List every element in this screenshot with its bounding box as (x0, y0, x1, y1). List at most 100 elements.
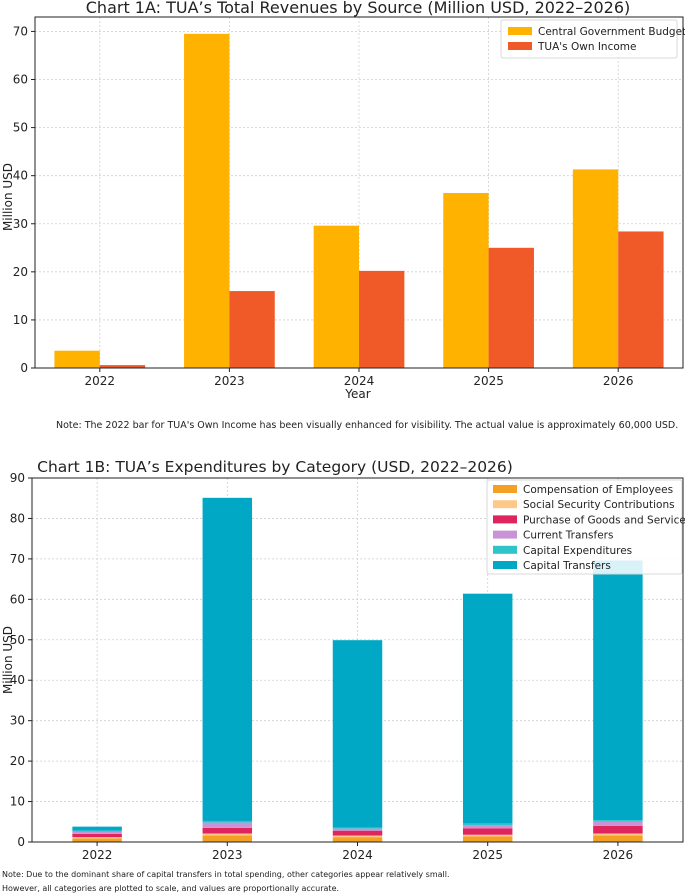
bar-capital-expenditures-2025 (462, 823, 513, 826)
y-tick-label: 30 (13, 217, 28, 231)
y-tick-label: 20 (10, 754, 25, 768)
chart-1b-legend: Compensation of Employees Social Security… (486, 479, 685, 575)
y-tick-label: 40 (10, 673, 25, 687)
bar-capital-expenditures-2023 (202, 820, 253, 823)
y-tick-label: 90 (10, 471, 25, 485)
legend-label-current-transfers: Current Transfers (523, 530, 613, 542)
bar-capital-expenditures-2022 (72, 830, 122, 832)
x-tick-label-2022: 2022 (82, 848, 113, 862)
bar-central-government-budget-2022 (54, 350, 100, 368)
bar-purchase-of-goods-and-services-2022 (72, 833, 122, 838)
bar-compensation-of-employees-2022 (72, 838, 122, 842)
legend-label-central-government-budget: Central Government Budget (538, 26, 685, 38)
y-tick-label: 60 (10, 592, 25, 606)
bar-current-transfers-2026 (593, 821, 643, 826)
bar-social-security-contributions-2024 (332, 835, 383, 838)
bar-tua-s-own-income-2024 (359, 270, 405, 368)
y-tick-label: 0 (20, 361, 28, 375)
legend-swatch-tua-s-own-income (508, 42, 532, 50)
x-tick-label-2026: 2026 (603, 848, 634, 862)
y-tick-label: 70 (13, 24, 28, 38)
y-tick-label: 40 (13, 169, 28, 183)
legend-swatch-purchase-of-goods-and-services (493, 515, 517, 524)
chart-1a-legend: Central Government Budget TUA's Own Incom… (500, 19, 685, 59)
bar-compensation-of-employees-2023 (202, 835, 253, 842)
bar-central-government-budget-2024 (313, 225, 359, 368)
legend-label-compensation-of-employees: Compensation of Employees (523, 484, 673, 496)
bar-purchase-of-goods-and-services-2024 (332, 830, 383, 836)
bar-capital-transfers-2025 (462, 593, 513, 824)
bar-social-security-contributions-2023 (202, 833, 253, 836)
x-tick-label-2023: 2023 (212, 848, 243, 862)
chart-1a-legend-items: Central Government Budget TUA's Own Incom… (508, 26, 685, 53)
bar-tua-s-own-income-2025 (488, 247, 534, 368)
y-tick-label: 10 (13, 313, 28, 327)
chart-1a-note: Note: The 2022 bar for TUA's Own Income … (56, 420, 679, 431)
y-tick-label: 60 (13, 73, 28, 87)
bar-tua-s-own-income-2026 (618, 231, 664, 368)
legend-label-capital-expenditures: Capital Expenditures (523, 545, 632, 557)
chart-1a-x-ticks: 2022 2023 2024 2025 2026 (85, 368, 634, 388)
x-tick-label-2023: 2023 (214, 374, 245, 388)
chart-1b-y-ticks: 0 10 20 30 40 50 60 70 80 90 (10, 471, 32, 849)
x-tick-label-2022: 2022 (85, 374, 116, 388)
bar-compensation-of-employees-2024 (332, 837, 383, 842)
y-tick-label: 80 (10, 511, 25, 525)
legend-swatch-social-security-contributions (493, 500, 517, 509)
bar-current-transfers-2024 (332, 828, 383, 831)
bar-tua-s-own-income-2023 (229, 291, 275, 368)
legend-swatch-compensation-of-employees (493, 485, 517, 493)
legend-label-purchase-of-goods-and-services: Purchase of Goods and Services (523, 514, 685, 526)
bar-social-security-contributions-2026 (593, 833, 643, 836)
chart-1b-title: Chart 1B: TUA’s Expenditures by Category… (37, 458, 513, 476)
chart-1b-legend-box (486, 479, 683, 575)
chart-1a-y-ticks: 0 10 20 30 40 50 60 70 (13, 24, 35, 375)
bar-compensation-of-employees-2025 (462, 836, 513, 842)
x-tick-label-2026: 2026 (603, 374, 634, 388)
bar-current-transfers-2022 (72, 831, 122, 834)
chart-1a-legend-box (500, 19, 678, 59)
bar-capital-transfers-2023 (202, 497, 253, 821)
bar-capital-transfers-2024 (332, 640, 383, 828)
chart-1b-bars (72, 497, 643, 842)
legend-label-social-security-contributions: Social Security Contributions (523, 499, 675, 511)
y-tick-label: 30 (10, 714, 25, 728)
chart-1a-x-axis-label: Year (344, 387, 370, 401)
legend-label-tua-s-own-income: TUA's Own Income (537, 41, 636, 53)
chart-1a-title: Chart 1A: TUA’s Total Revenues by Source… (86, 0, 631, 17)
chart-1a-y-axis-label: Million USD (1, 163, 15, 231)
y-tick-label: 70 (10, 552, 25, 566)
bar-central-government-budget-2025 (443, 192, 489, 368)
chart-1b-y-axis-label: Million USD (1, 626, 15, 694)
y-tick-label: 50 (10, 633, 25, 647)
legend-swatch-capital-expenditures (493, 545, 517, 554)
x-tick-label-2025: 2025 (472, 848, 503, 862)
chart-1b: Chart 1B: TUA’s Expenditures by Category… (1, 458, 685, 862)
bar-current-transfers-2025 (462, 825, 513, 829)
y-tick-label: 50 (13, 121, 28, 135)
y-tick-label: 0 (17, 835, 25, 849)
x-tick-label-2025: 2025 (473, 374, 504, 388)
bar-social-security-contributions-2022 (72, 837, 122, 839)
bar-capital-transfers-2022 (72, 826, 122, 831)
legend-label-capital-transfers: Capital Transfers (523, 560, 611, 572)
chart-1b-legend-items: Compensation of Employees Social Security… (493, 484, 685, 572)
legend-swatch-central-government-budget (508, 27, 532, 35)
y-tick-label: 10 (10, 795, 25, 809)
bar-purchase-of-goods-and-services-2025 (462, 828, 513, 835)
bar-purchase-of-goods-and-services-2026 (593, 825, 643, 834)
chart-1b-note-line-1: Note: Due to the dominant share of capit… (2, 870, 450, 879)
legend-swatch-current-transfers (493, 530, 517, 539)
chart-1b-note-line-2: However, all categories are plotted to s… (2, 884, 340, 893)
bar-purchase-of-goods-and-services-2023 (202, 827, 253, 834)
bar-central-government-budget-2026 (572, 169, 619, 368)
bar-current-transfers-2023 (202, 822, 253, 828)
chart-1a: Chart 1A: TUA’s Total Revenues by Source… (1, 0, 685, 401)
chart-1b-x-ticks: 2022 2023 2024 2025 2026 (82, 842, 633, 862)
bar-central-government-budget-2023 (184, 33, 230, 368)
bar-capital-transfers-2026 (593, 560, 643, 821)
bar-capital-expenditures-2024 (332, 827, 383, 829)
y-tick-label: 20 (13, 265, 28, 279)
x-tick-label-2024: 2024 (342, 848, 373, 862)
